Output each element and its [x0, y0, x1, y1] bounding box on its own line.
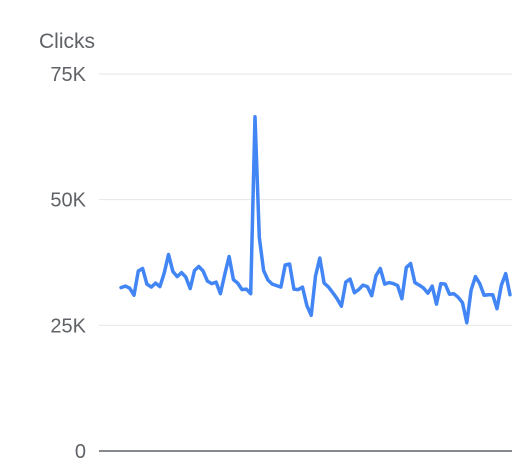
y-tick-label: 75K [50, 64, 86, 86]
y-tick-label: 50K [50, 190, 86, 212]
y-tick-label: 25K [50, 315, 86, 337]
series-line-clicks [119, 114, 512, 325]
series-layer [119, 114, 512, 325]
gridlines [99, 73, 512, 452]
y-axis-title: Clicks [39, 30, 95, 53]
y-tick-label: 0 [75, 441, 86, 463]
y-axis-ticks: 0 25K 50K 75K [50, 64, 86, 463]
